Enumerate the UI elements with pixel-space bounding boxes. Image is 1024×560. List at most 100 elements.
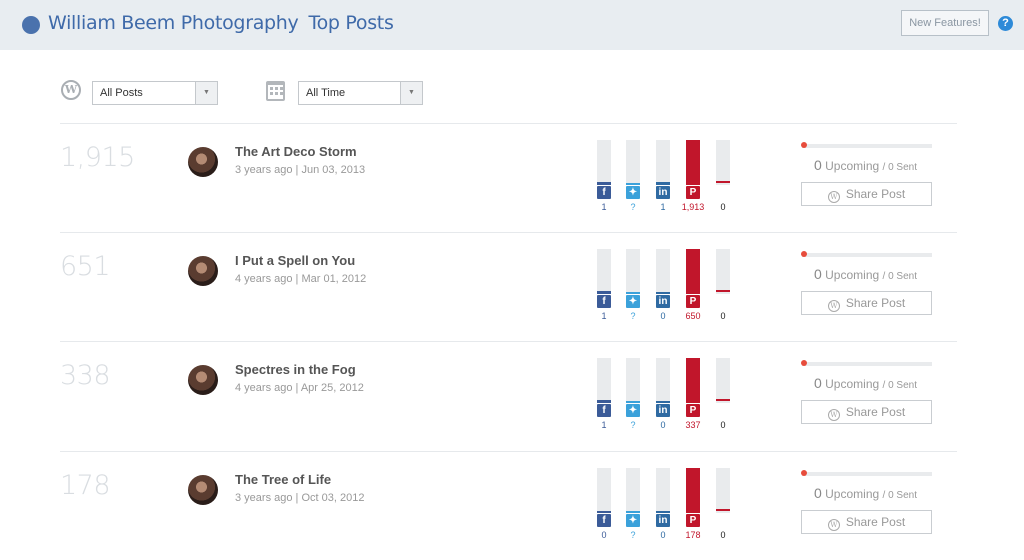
facebook-icon: f: [597, 186, 611, 199]
share-meter-track: [656, 358, 670, 403]
share-meter-track: [686, 140, 700, 185]
section-name: Top Posts: [308, 12, 394, 34]
share-meter-pinterest: P 650: [685, 249, 701, 329]
share-count-pinterest: 1,913: [681, 202, 705, 212]
upcoming-count: 0: [814, 485, 822, 501]
share-meter-facebook: f 1: [597, 249, 611, 329]
share-post-button[interactable]: W Share Post: [801, 510, 932, 534]
progress-dot: [801, 142, 807, 148]
progress-dot: [801, 251, 807, 257]
sent-count: / 0 Sent: [882, 162, 917, 173]
share-post-button[interactable]: W Share Post: [801, 291, 932, 315]
share-meter-track: [656, 140, 670, 185]
post-total-count: 1,915: [60, 142, 135, 173]
share-post-label: Share Post: [845, 187, 906, 201]
share-count-facebook: 1: [601, 311, 607, 321]
share-meter-track: [597, 249, 611, 294]
share-meter-fill: [686, 249, 700, 294]
share-count-facebook: 0: [601, 530, 607, 540]
new-features-button[interactable]: New Features!: [901, 10, 989, 36]
share-meter-fill: [716, 290, 730, 292]
upcoming-progress: [801, 251, 932, 257]
upcoming-label: Upcoming: [825, 268, 880, 282]
sent-count: / 0 Sent: [882, 271, 917, 282]
share-meter-fill: [716, 181, 730, 183]
share-post-button[interactable]: W Share Post: [801, 182, 932, 206]
site-logo-dot: [22, 16, 40, 34]
share-meter-twitter: ✦ ?: [626, 468, 640, 548]
share-meter-other: 0: [716, 358, 730, 438]
posts-filter-select[interactable]: All Posts ▼: [92, 81, 218, 105]
share-meter-other: 0: [716, 140, 730, 220]
wordpress-icon: W: [827, 409, 840, 421]
share-meter-track: [597, 468, 611, 513]
share-meter-track: [656, 249, 670, 294]
share-post-button[interactable]: W Share Post: [801, 400, 932, 424]
upcoming-label: Upcoming: [825, 487, 880, 501]
share-meter-track: [686, 358, 700, 403]
chevron-down-icon: ▼: [400, 82, 422, 104]
share-meter-fill: [597, 400, 611, 403]
site-name[interactable]: William Beem Photography: [48, 12, 299, 34]
post-meta: 3 years ago | Jun 03, 2013: [235, 164, 366, 176]
post-title[interactable]: Spectres in the Fog: [235, 362, 356, 377]
post-meta: 4 years ago | Mar 01, 2012: [235, 273, 367, 285]
twitter-icon: ✦: [626, 514, 640, 527]
post-title[interactable]: The Tree of Life: [235, 472, 332, 487]
share-count-pinterest: 178: [685, 530, 701, 540]
share-meter-track: [626, 140, 640, 185]
share-meter-fill: [656, 182, 670, 185]
share-post-label: Share Post: [845, 515, 906, 529]
help-icon[interactable]: ?: [998, 16, 1013, 31]
share-meter-facebook: f 1: [597, 140, 611, 220]
progress-dot: [801, 360, 807, 366]
upcoming-status: 0 Upcoming / 0 Sent: [814, 266, 917, 282]
share-meter-pinterest: P 337: [685, 358, 701, 438]
post-meta: 4 years ago | Apr 25, 2012: [235, 382, 364, 394]
share-meter-fill: [626, 292, 640, 294]
upcoming-count: 0: [814, 375, 822, 391]
upcoming-progress: [801, 360, 932, 366]
share-count-facebook: 1: [601, 202, 607, 212]
post-meta: 3 years ago | Oct 03, 2012: [235, 492, 365, 504]
share-post-label: Share Post: [845, 405, 906, 419]
wordpress-icon: W: [61, 80, 81, 100]
facebook-icon: f: [597, 514, 611, 527]
share-meter-fill: [597, 511, 611, 513]
pinterest-icon: P: [686, 514, 700, 527]
share-meter-track: [626, 468, 640, 513]
share-meter-twitter: ✦ ?: [626, 358, 640, 438]
share-meter-twitter: ✦ ?: [626, 140, 640, 220]
twitter-icon: ✦: [626, 404, 640, 417]
upcoming-status: 0 Upcoming / 0 Sent: [814, 485, 917, 501]
share-meter-fill: [597, 291, 611, 294]
author-avatar: [188, 256, 218, 286]
post-title[interactable]: The Art Deco Storm: [235, 144, 357, 159]
share-meter-other: 0: [716, 468, 730, 548]
share-meter-track: [626, 249, 640, 294]
share-meter-track: [686, 249, 700, 294]
share-count-twitter: ?: [630, 530, 636, 540]
share-count-twitter: ?: [630, 311, 636, 321]
share-count-other: 0: [720, 202, 726, 212]
share-meter-track: [597, 140, 611, 185]
share-meter-fill: [626, 511, 640, 513]
wordpress-icon: W: [827, 300, 840, 312]
author-avatar: [188, 147, 218, 177]
share-meter-track: [716, 140, 730, 185]
share-count-linkedin: 1: [660, 202, 666, 212]
upcoming-progress: [801, 142, 932, 148]
time-filter-select[interactable]: All Time ▼: [298, 81, 423, 105]
post-title[interactable]: I Put a Spell on You: [235, 253, 356, 268]
share-meter-pinterest: P 178: [685, 468, 701, 548]
pinterest-icon: P: [686, 404, 700, 417]
share-meter-other: 0: [716, 249, 730, 329]
time-filter-value: All Time: [306, 87, 346, 99]
post-total-count: 651: [60, 251, 111, 282]
upcoming-label: Upcoming: [825, 159, 880, 173]
share-count-facebook: 1: [601, 420, 607, 430]
wordpress-icon: W: [827, 519, 840, 531]
upcoming-status: 0 Upcoming / 0 Sent: [814, 375, 917, 391]
post-row: 338 Spectres in the Fog 4 years ago | Apr …: [60, 341, 957, 450]
share-meter-fill: [656, 292, 670, 294]
